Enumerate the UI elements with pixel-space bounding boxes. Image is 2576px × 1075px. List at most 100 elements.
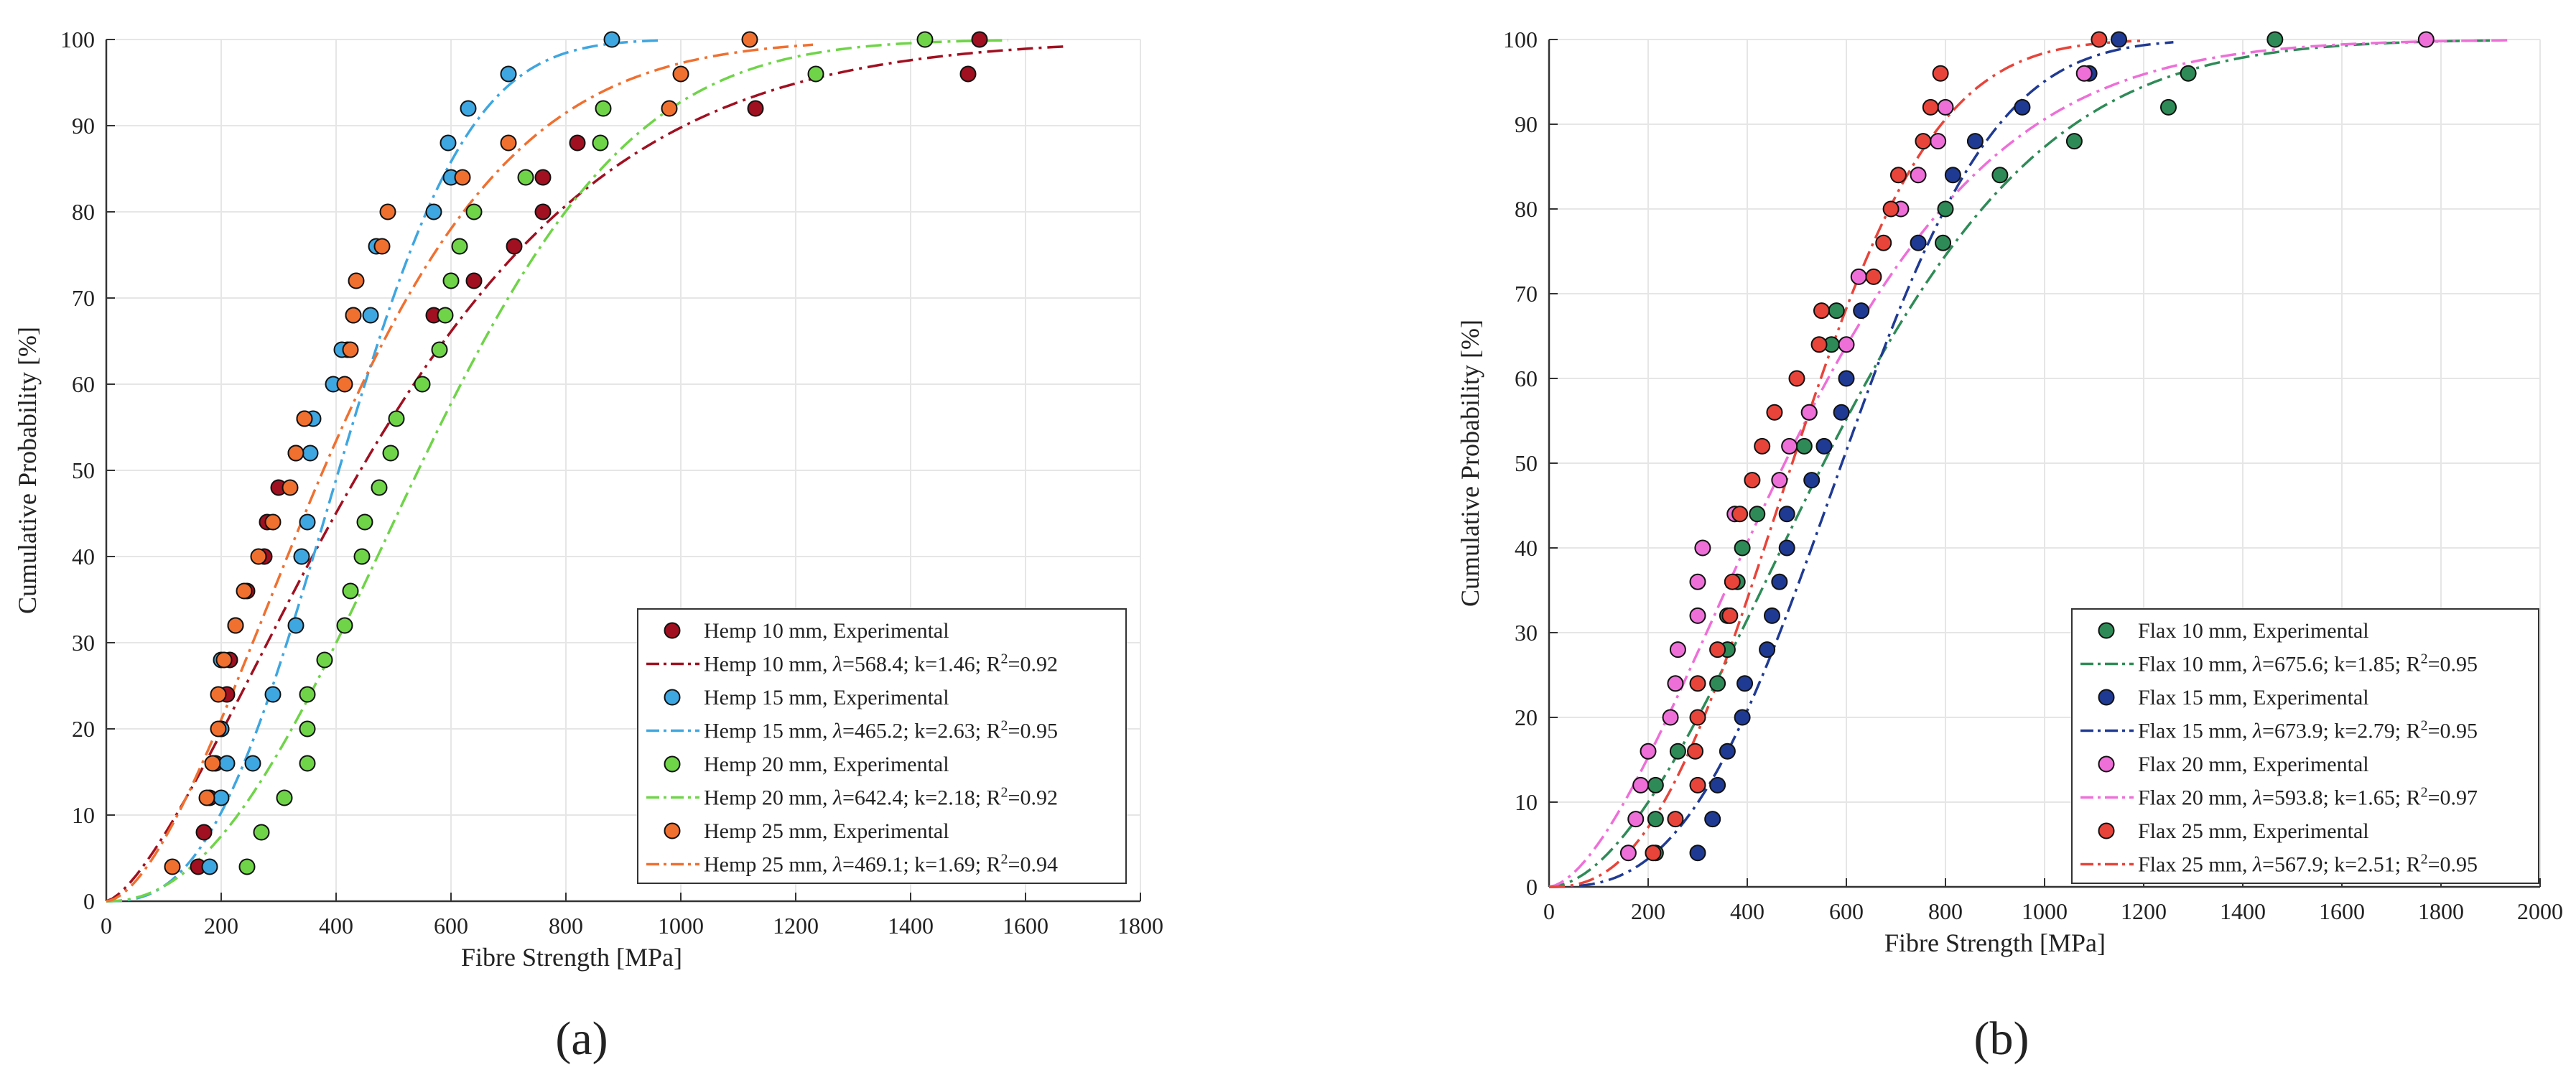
x-tick-label: 400 <box>319 913 353 939</box>
data-point-flax-25-mm <box>1689 709 1706 726</box>
legend-fit-eq: = <box>2262 853 2274 877</box>
data-point-flax-10-mm <box>1935 234 1952 251</box>
x-tick-label: 1400 <box>888 913 934 939</box>
legend-fit-sup: 2 <box>1001 852 1008 867</box>
legend-fit-prefix: Hemp 25 mm, <box>704 853 833 877</box>
legend-marker <box>664 689 681 706</box>
legend-fit-lambda: 642.4 <box>855 786 903 810</box>
data-point-flax-20-mm <box>1667 675 1684 692</box>
data-point-hemp-20-mm <box>916 31 934 48</box>
legend-fit-sep: ; R <box>2395 653 2421 676</box>
legend-label-experimental: Hemp 25 mm, Experimental <box>704 819 949 843</box>
lambda-symbol: λ <box>2252 786 2262 810</box>
data-point-hemp-10-mm <box>569 134 586 152</box>
legend-fit-sep: ; R <box>975 653 1001 676</box>
y-tick-label: 50 <box>72 457 95 483</box>
data-point-hemp-25-mm <box>198 789 215 806</box>
data-point-flax-15-mm <box>1704 811 1721 828</box>
legend-fit-k: 1.69 <box>937 853 975 877</box>
x-tick-label: 2000 <box>2517 898 2563 924</box>
legend-fit-prefix: Hemp 15 mm, <box>704 720 833 743</box>
fit-curve-hemp-10-mm <box>106 45 1066 903</box>
lambda-symbol: λ <box>832 853 842 877</box>
data-point-flax-10-mm <box>2065 133 2083 150</box>
data-point-flax-25-mm <box>1865 268 1882 285</box>
x-tick-label: 1200 <box>773 913 819 939</box>
data-point-hemp-20-mm <box>299 755 316 772</box>
data-point-hemp-15-mm <box>213 789 230 806</box>
legend-box <box>637 608 1127 884</box>
data-point-hemp-25-mm <box>661 100 678 117</box>
legend-fit-eq: = <box>842 853 855 877</box>
data-point-hemp-25-mm <box>227 617 244 634</box>
data-point-hemp-20-mm <box>316 651 333 669</box>
legend-fit-lambda: 568.4 <box>855 653 903 676</box>
legend-marker <box>2098 755 2115 773</box>
legend-fit-prefix: Flax 20 mm, <box>2138 786 2253 810</box>
data-point-hemp-20-mm <box>388 410 405 427</box>
legend-fit-k: 1.65 <box>2357 786 2395 810</box>
data-point-hemp-20-mm <box>342 582 359 600</box>
data-point-hemp-20-mm <box>465 203 483 220</box>
y-axis-title: Cumulative Probability [%] <box>13 327 42 614</box>
x-tick-label: 1400 <box>2220 898 2266 924</box>
legend-marker <box>2098 622 2115 639</box>
fit-curve-hemp-20-mm <box>106 39 1009 903</box>
x-axis-title: Fibre Strength [MPa] <box>461 943 682 972</box>
data-point-hemp-15-mm <box>603 31 620 48</box>
legend-fit-sep: ; k= <box>2322 720 2357 743</box>
data-point-flax-25-mm <box>1709 641 1726 659</box>
data-point-hemp-25-mm <box>500 134 517 152</box>
data-point-flax-20-mm <box>1800 404 1818 421</box>
legend-fit-k: 1.46 <box>937 653 975 676</box>
legend-fit-k: 2.79 <box>2357 720 2395 743</box>
lambda-symbol: λ <box>2252 853 2262 877</box>
legend-fit-sep: ; k= <box>903 720 937 743</box>
y-tick-label: 100 <box>60 27 95 52</box>
legend-label-fit: Hemp 10 mm, λ=568.4; k=1.46; R2=0.92 <box>704 651 1058 676</box>
data-point-hemp-25-mm <box>672 65 689 83</box>
data-point-hemp-20-mm <box>382 445 399 462</box>
data-point-flax-10-mm <box>1828 302 1845 320</box>
data-point-flax-10-mm <box>1749 506 1766 523</box>
data-point-flax-15-mm <box>1734 709 1751 726</box>
data-point-flax-20-mm <box>1694 539 1711 557</box>
y-tick-label: 90 <box>1515 111 1538 137</box>
legend-box <box>2071 608 2539 884</box>
data-point-flax-15-mm <box>1803 472 1821 489</box>
data-point-hemp-20-mm <box>431 341 448 358</box>
data-point-flax-15-mm <box>1966 133 1984 150</box>
data-point-flax-15-mm <box>1771 573 1788 590</box>
data-point-flax-15-mm <box>1759 641 1776 659</box>
legend-fit-r2: 0.92 <box>1020 786 1058 810</box>
data-point-hemp-10-mm <box>534 169 552 186</box>
data-point-hemp-15-mm <box>500 65 517 83</box>
legend-fit-k: 1.85 <box>2357 653 2395 676</box>
lambda-symbol: λ <box>832 720 842 743</box>
data-point-hemp-25-mm <box>204 755 221 772</box>
data-point-hemp-20-mm <box>336 617 353 634</box>
data-point-flax-25-mm <box>1724 573 1741 590</box>
data-point-flax-15-mm <box>1709 776 1726 794</box>
data-point-flax-20-mm <box>1619 844 1637 862</box>
x-tick-label: 1600 <box>1003 913 1048 939</box>
data-point-flax-20-mm <box>1937 98 1954 116</box>
data-point-hemp-20-mm <box>299 720 316 737</box>
data-point-hemp-25-mm <box>348 272 365 289</box>
legend-fit-prefix: Flax 15 mm, <box>2138 720 2253 743</box>
data-point-flax-15-mm <box>1944 167 1961 184</box>
x-tick-label: 800 <box>549 913 583 939</box>
legend-fit-sep: ; R <box>975 853 1001 877</box>
legend-label-experimental: Flax 20 mm, Experimental <box>2138 753 2369 776</box>
data-point-flax-15-mm <box>1833 404 1850 421</box>
data-point-hemp-25-mm <box>454 169 471 186</box>
legend-fit-eq: = <box>842 653 855 676</box>
y-tick-label: 80 <box>1515 196 1538 222</box>
data-point-hemp-25-mm <box>296 410 313 427</box>
legend-fit-sep: ; k= <box>903 653 937 676</box>
legend-fit-eq: = <box>2428 786 2440 810</box>
legend-marker <box>664 622 681 639</box>
data-point-flax-15-mm <box>1719 743 1736 760</box>
data-point-hemp-25-mm <box>215 651 233 669</box>
data-point-hemp-15-mm <box>218 755 236 772</box>
